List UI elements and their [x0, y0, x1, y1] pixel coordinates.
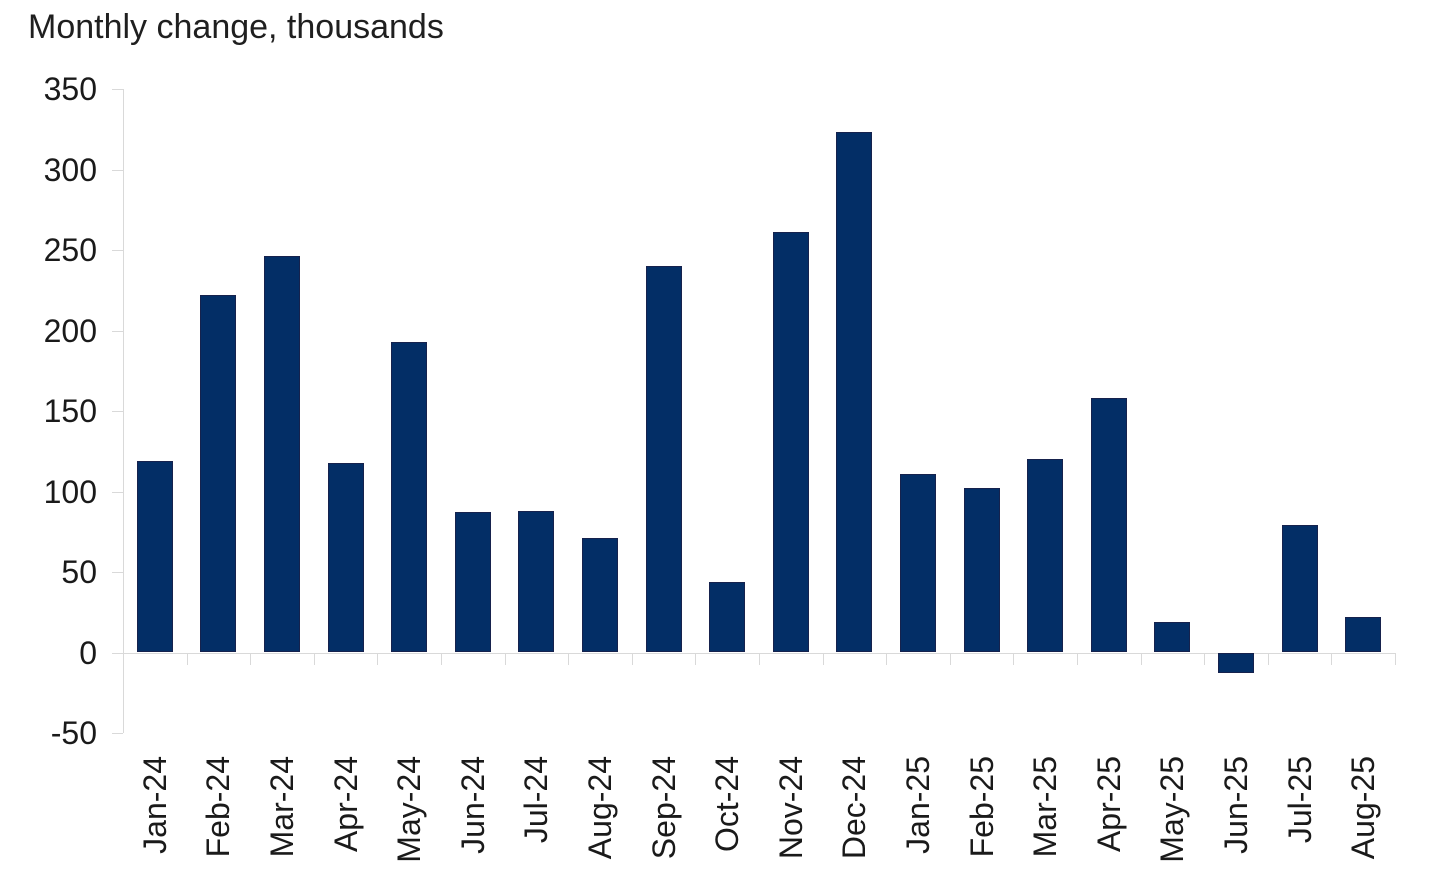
x-axis-tick — [695, 652, 697, 665]
x-axis-label: Jan-24 — [136, 756, 173, 854]
x-axis-tick — [1331, 652, 1333, 665]
bar — [709, 581, 746, 653]
x-axis-tick — [1267, 652, 1269, 665]
y-axis-tick — [112, 330, 123, 332]
bar — [264, 256, 300, 653]
x-axis-tick — [1140, 652, 1142, 665]
x-axis-label: Feb-25 — [963, 756, 1000, 858]
x-axis-label: May-25 — [1154, 756, 1191, 863]
y-axis-tick — [112, 733, 123, 734]
y-axis-tick — [112, 411, 123, 412]
chart-title: Monthly change, thousands — [28, 8, 444, 46]
x-axis-label: Jun-24 — [454, 756, 491, 854]
x-axis-label: Sep-24 — [645, 756, 682, 860]
x-axis-tick — [250, 652, 252, 665]
y-axis-tick-label: 350 — [43, 71, 97, 107]
y-axis-tick — [112, 89, 123, 90]
y-axis-line — [123, 89, 124, 733]
x-axis-tick — [822, 652, 824, 665]
y-axis-tick-label: 300 — [43, 151, 97, 188]
x-axis-tick — [759, 652, 760, 665]
bar — [1027, 459, 1064, 653]
bar — [391, 341, 428, 653]
y-axis-tick-label: 250 — [43, 232, 97, 268]
x-axis-label: Feb-24 — [200, 756, 237, 858]
x-axis-label: Dec-24 — [836, 756, 873, 860]
bar — [772, 232, 809, 653]
y-axis-tick-label: 50 — [61, 554, 97, 590]
x-axis-tick — [949, 652, 951, 665]
y-axis-tick — [112, 572, 123, 573]
bar — [1154, 621, 1191, 653]
x-axis-label: Jul-24 — [518, 756, 555, 844]
x-axis-label: Nov-24 — [772, 756, 809, 860]
x-axis-tick — [377, 652, 379, 665]
x-axis-label: Aug-25 — [1345, 756, 1382, 860]
x-axis-label: Mar-24 — [264, 756, 300, 858]
y-axis-tick-label: 150 — [43, 393, 97, 429]
x-axis-tick — [123, 652, 124, 665]
bar — [836, 132, 873, 653]
y-axis-tick — [112, 169, 123, 171]
x-axis-tick — [441, 652, 442, 665]
x-axis-label: Apr-24 — [327, 756, 364, 853]
x-axis-label: Jul-25 — [1281, 756, 1318, 844]
bar — [327, 462, 364, 653]
bar — [900, 473, 936, 653]
bar — [1345, 617, 1382, 653]
y-axis-tick — [112, 250, 123, 251]
x-axis-tick — [1204, 652, 1206, 665]
x-axis-tick — [568, 652, 570, 665]
bar — [645, 266, 682, 653]
y-axis-tick-label: 100 — [43, 473, 97, 510]
bar — [963, 488, 1000, 653]
bar — [136, 460, 173, 653]
x-axis-tick — [1013, 652, 1015, 665]
x-axis-tick — [313, 652, 315, 665]
x-axis-label: Aug-24 — [582, 756, 618, 860]
bar — [518, 510, 555, 653]
x-axis-label: Jun-25 — [1218, 756, 1254, 854]
bar — [200, 295, 237, 653]
y-axis-tick-label: 0 — [79, 634, 97, 671]
x-axis-tick — [631, 652, 633, 665]
x-axis-label: May-24 — [391, 756, 428, 863]
y-axis-tick-label: -50 — [50, 715, 97, 751]
bar — [582, 538, 618, 653]
y-axis-tick-label: 200 — [43, 312, 97, 349]
y-axis-tick — [112, 652, 123, 654]
x-axis-tick — [1077, 652, 1078, 665]
x-axis-label: Jan-25 — [900, 756, 936, 854]
x-axis-tick — [504, 652, 506, 665]
x-axis-tick — [886, 652, 888, 665]
x-axis-tick — [186, 652, 188, 665]
x-axis-label: Oct-24 — [709, 756, 746, 853]
x-axis-label: Mar-25 — [1027, 756, 1064, 858]
bar — [454, 512, 491, 653]
x-axis-tick — [1395, 652, 1396, 665]
x-axis-label: Apr-25 — [1090, 756, 1127, 853]
bar — [1090, 398, 1127, 653]
bar — [1281, 525, 1318, 653]
y-axis-tick — [112, 491, 123, 493]
bar — [1218, 652, 1254, 674]
